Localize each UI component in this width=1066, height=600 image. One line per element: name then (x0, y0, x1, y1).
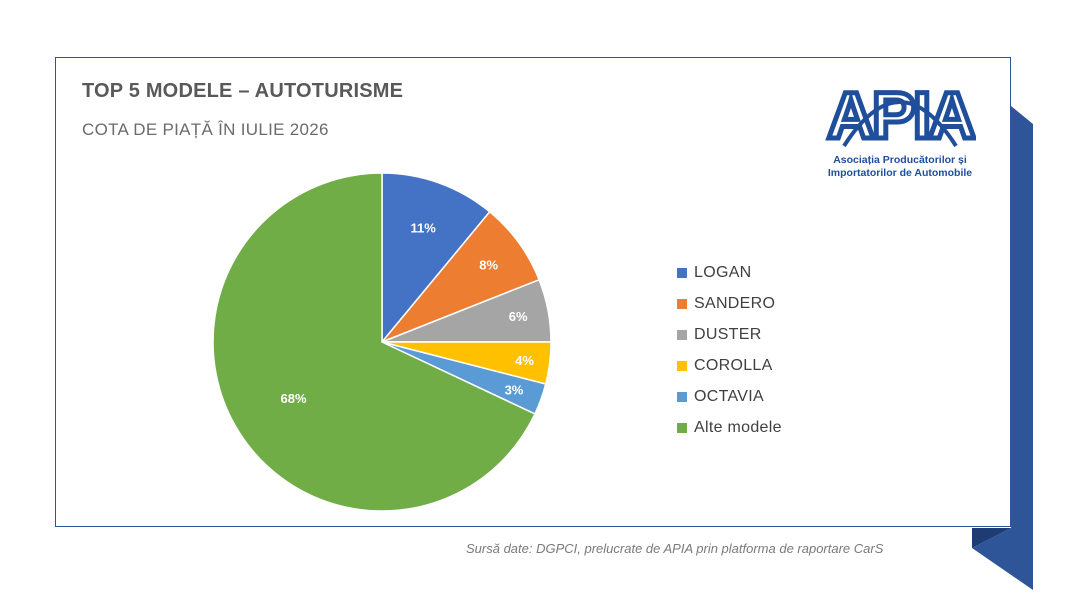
pie-data-label-logan: 11% (411, 221, 437, 236)
apia-logo-arch (842, 100, 958, 148)
legend-label: SANDERO (694, 294, 776, 312)
ribbon-fold (972, 528, 1011, 548)
legend-swatch (677, 267, 687, 278)
chart-subtitle: COTA DE PIAȚĂ ÎN IULIE 2026 (82, 120, 329, 139)
legend-label: LOGAN (694, 263, 752, 281)
legend-item-logan: LOGAN (677, 257, 782, 288)
pie-slice-alte-modele (212, 172, 536, 512)
legend-item-octavia: OCTAVIA (677, 381, 782, 412)
chart-card: TOP 5 MODELE – AUTOTURISME COTA DE PIAȚĂ… (55, 57, 1011, 527)
legend-label: COROLLA (694, 356, 773, 374)
pie-data-label-sandero: 8% (479, 258, 498, 273)
legend-item-sandero: SANDERO (677, 288, 782, 319)
pie-chart: 11% 8% 6% 4% 3% 68% (212, 172, 552, 512)
legend-label: DUSTER (694, 325, 762, 343)
chart-legend: LOGAN SANDERO DUSTER COROLLA OCTAVIA Alte mod… (677, 257, 782, 443)
apia-logo-mark: APIA (825, 76, 980, 155)
legend-swatch (677, 391, 687, 402)
pie-data-label-corolla: 4% (515, 353, 534, 368)
apia-logo: APIA Asociația Producătorilor și Importa… (824, 76, 980, 186)
pie-slice-logan (381, 172, 491, 345)
source-note: Sursă date: DGPCI, prelucrate de APIA pr… (466, 541, 884, 556)
legend-item-duster: DUSTER (677, 319, 782, 350)
legend-label: OCTAVIA (694, 387, 764, 405)
pie-data-label-alte-modele: 68% (281, 391, 307, 406)
legend-item-corolla: COROLLA (677, 350, 782, 381)
pie-data-label-octavia: 3% (505, 383, 524, 398)
ribbon-band (972, 106, 1033, 590)
pie-data-label-duster: 6% (509, 309, 528, 324)
logo-text-line-2: Importatorilor de Automobile (827, 167, 973, 179)
legend-swatch (677, 422, 687, 433)
legend-swatch (677, 360, 687, 371)
legend-item-alte-modele: Alte modele (677, 412, 782, 443)
legend-swatch (677, 298, 687, 309)
legend-label: Alte modele (694, 418, 782, 436)
logo-text-line-1: Asociația Producătorilor și (833, 154, 967, 166)
chart-title: TOP 5 MODELE – AUTOTURISME (82, 80, 404, 102)
legend-swatch (677, 329, 687, 340)
